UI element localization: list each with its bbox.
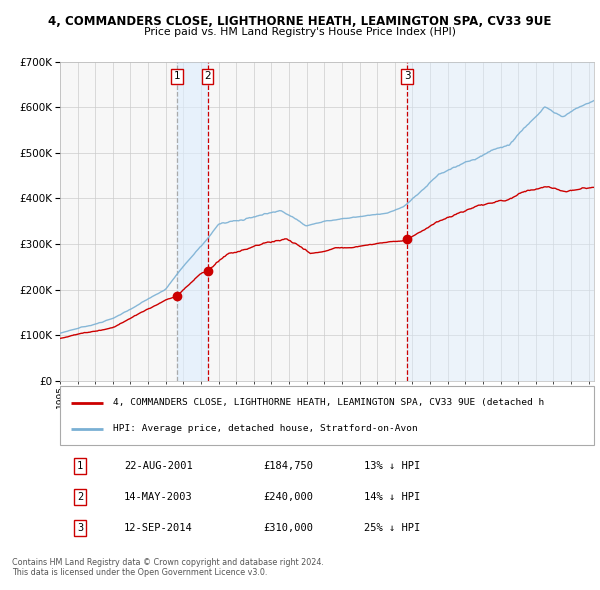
Bar <box>177 62 208 381</box>
Text: Price paid vs. HM Land Registry's House Price Index (HPI): Price paid vs. HM Land Registry's House … <box>144 27 456 37</box>
Text: £310,000: £310,000 <box>263 523 313 533</box>
Text: 2: 2 <box>204 71 211 81</box>
Text: 12-SEP-2014: 12-SEP-2014 <box>124 523 193 533</box>
Text: 3: 3 <box>404 71 410 81</box>
Text: 4, COMMANDERS CLOSE, LIGHTHORNE HEATH, LEAMINGTON SPA, CV33 9UE (detached h: 4, COMMANDERS CLOSE, LIGHTHORNE HEATH, L… <box>113 398 545 408</box>
Text: Contains HM Land Registry data © Crown copyright and database right 2024.: Contains HM Land Registry data © Crown c… <box>12 558 324 566</box>
Text: 1: 1 <box>77 461 83 471</box>
Text: 25% ↓ HPI: 25% ↓ HPI <box>364 523 421 533</box>
Text: This data is licensed under the Open Government Licence v3.0.: This data is licensed under the Open Gov… <box>12 568 268 576</box>
Text: 14-MAY-2003: 14-MAY-2003 <box>124 492 193 502</box>
Bar <box>407 62 594 381</box>
FancyBboxPatch shape <box>60 386 594 445</box>
Text: 1: 1 <box>174 71 181 81</box>
Text: £240,000: £240,000 <box>263 492 313 502</box>
Text: 22-AUG-2001: 22-AUG-2001 <box>124 461 193 471</box>
Text: 2: 2 <box>77 492 83 502</box>
Text: HPI: Average price, detached house, Stratford-on-Avon: HPI: Average price, detached house, Stra… <box>113 424 418 434</box>
Text: 13% ↓ HPI: 13% ↓ HPI <box>364 461 421 471</box>
Text: 4, COMMANDERS CLOSE, LIGHTHORNE HEATH, LEAMINGTON SPA, CV33 9UE: 4, COMMANDERS CLOSE, LIGHTHORNE HEATH, L… <box>49 15 551 28</box>
Text: 14% ↓ HPI: 14% ↓ HPI <box>364 492 421 502</box>
Text: 3: 3 <box>77 523 83 533</box>
Text: £184,750: £184,750 <box>263 461 313 471</box>
